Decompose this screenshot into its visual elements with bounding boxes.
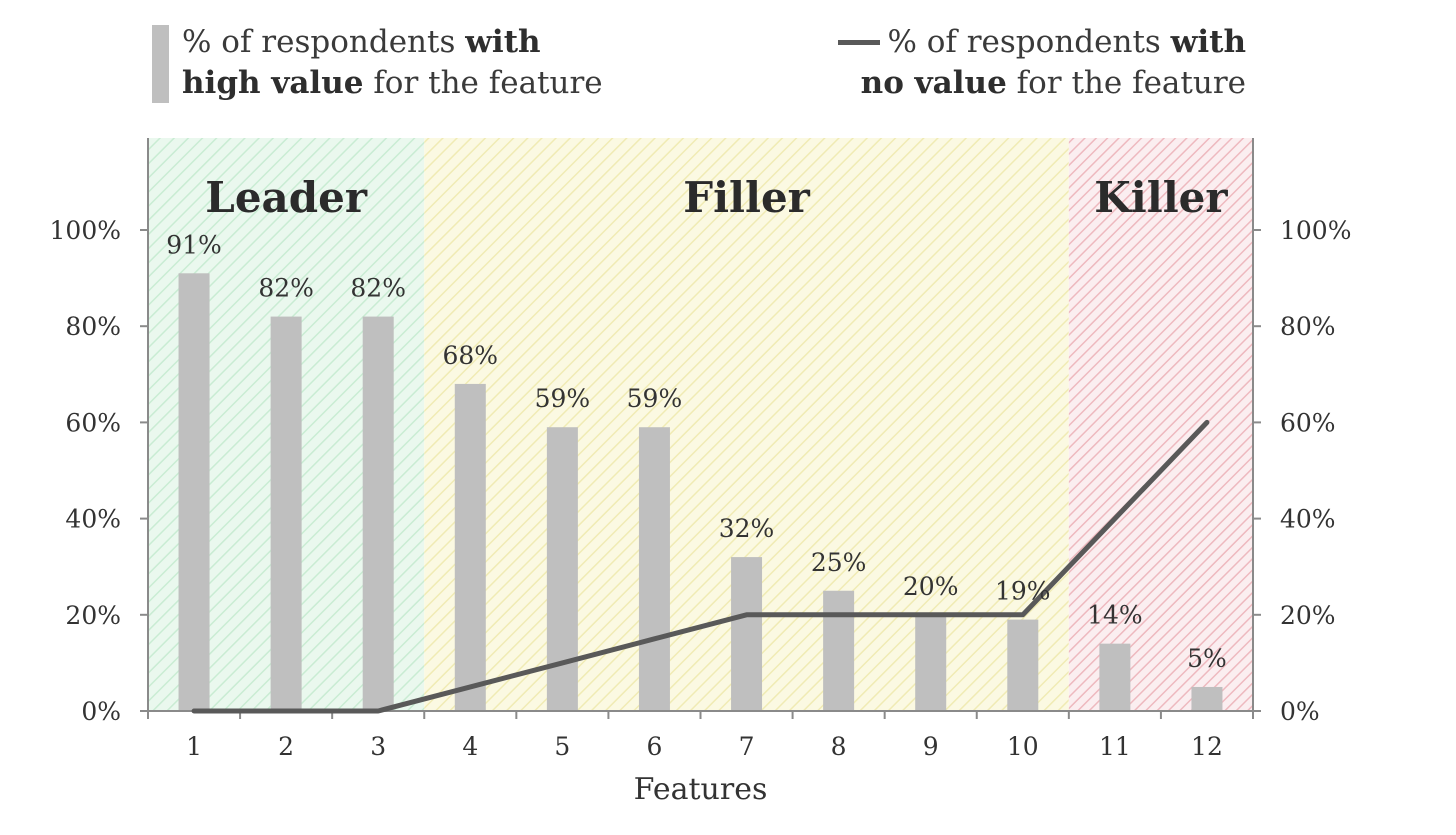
bar-feature-12 bbox=[1191, 686, 1223, 711]
x-tick-label: 8 bbox=[831, 732, 847, 761]
bar-value-label: 32% bbox=[719, 514, 775, 543]
bar-value-label: 14% bbox=[1087, 601, 1143, 630]
bar-feature-1 bbox=[178, 273, 210, 711]
legend-line-bold-1: with bbox=[1170, 24, 1246, 60]
bar-feature-4 bbox=[454, 383, 486, 711]
y-tick-label-left: 40% bbox=[65, 505, 121, 534]
bar-feature-2 bbox=[270, 316, 302, 711]
y-tick-label-left: 20% bbox=[65, 601, 121, 630]
legend-bar-swatch bbox=[152, 25, 169, 103]
bar-feature-11 bbox=[1099, 643, 1131, 711]
y-tick-label-right: 40% bbox=[1280, 505, 1336, 534]
y-tick-label-right: 60% bbox=[1280, 408, 1336, 437]
y-tick-label-right: 20% bbox=[1280, 601, 1336, 630]
legend-line-swatch bbox=[838, 40, 880, 45]
legend-line-text-1: % of respondents bbox=[887, 24, 1171, 60]
legend-bars-text-1: % of respondents bbox=[182, 24, 466, 60]
x-tick-label: 3 bbox=[370, 732, 386, 761]
bar-value-label: 59% bbox=[535, 384, 591, 413]
y-tick-label-right: 100% bbox=[1280, 216, 1351, 245]
zone-label-filler: Filler bbox=[683, 173, 810, 222]
legend-bars-text-2: for the feature bbox=[363, 65, 603, 101]
legend-line-text-2: for the feature bbox=[1006, 65, 1246, 101]
bar-value-label: 68% bbox=[443, 341, 499, 370]
x-tick-label: 11 bbox=[1099, 732, 1131, 761]
x-tick-label: 1 bbox=[186, 732, 202, 761]
bar-feature-7 bbox=[731, 557, 763, 711]
zone-killer bbox=[1068, 138, 1253, 711]
x-tick-label: 9 bbox=[923, 732, 939, 761]
zone-label-killer: Killer bbox=[1094, 173, 1228, 222]
bar-value-label: 19% bbox=[995, 577, 1051, 606]
y-tick-label-left: 0% bbox=[81, 697, 121, 726]
x-axis-title: Features bbox=[634, 772, 768, 807]
bar-feature-3 bbox=[362, 316, 394, 711]
y-tick-label-left: 100% bbox=[50, 216, 121, 245]
legend-bars-bold-2: high value bbox=[182, 65, 364, 101]
legend-bars: % of respondents with high value for the… bbox=[182, 22, 742, 104]
x-tick-label: 6 bbox=[647, 732, 663, 761]
legend-line: % of respondents with no value for the f… bbox=[820, 22, 1246, 104]
bar-feature-9 bbox=[915, 614, 947, 711]
x-tick-label: 12 bbox=[1191, 732, 1223, 761]
no-value-line bbox=[191, 419, 1210, 714]
y-tick-label-left: 80% bbox=[65, 312, 121, 341]
legend-line-bold-2: no value bbox=[860, 65, 1007, 101]
bar-value-label: 25% bbox=[811, 548, 867, 577]
bar-value-label: 20% bbox=[903, 572, 959, 601]
legend-bars-bold-1: with bbox=[465, 24, 541, 60]
bar-value-label: 59% bbox=[627, 384, 683, 413]
x-tick-label: 2 bbox=[278, 732, 294, 761]
bar-feature-10 bbox=[1007, 619, 1039, 711]
bar-value-label: 91% bbox=[166, 230, 222, 259]
x-tick-label: 10 bbox=[1007, 732, 1039, 761]
bar-feature-5 bbox=[546, 427, 578, 711]
bar-value-label: 82% bbox=[258, 274, 314, 303]
bar-value-label: 5% bbox=[1187, 644, 1227, 673]
bar-feature-6 bbox=[638, 427, 670, 711]
y-tick-label-right: 80% bbox=[1280, 312, 1336, 341]
x-tick-label: 5 bbox=[554, 732, 570, 761]
zone-label-leader: Leader bbox=[205, 173, 368, 222]
bar-value-label: 82% bbox=[350, 274, 406, 303]
y-tick-label-left: 60% bbox=[65, 408, 121, 437]
x-tick-label: 7 bbox=[739, 732, 755, 761]
y-tick-label-right: 0% bbox=[1280, 697, 1320, 726]
x-tick-label: 4 bbox=[462, 732, 478, 761]
bar-feature-8 bbox=[823, 590, 855, 711]
